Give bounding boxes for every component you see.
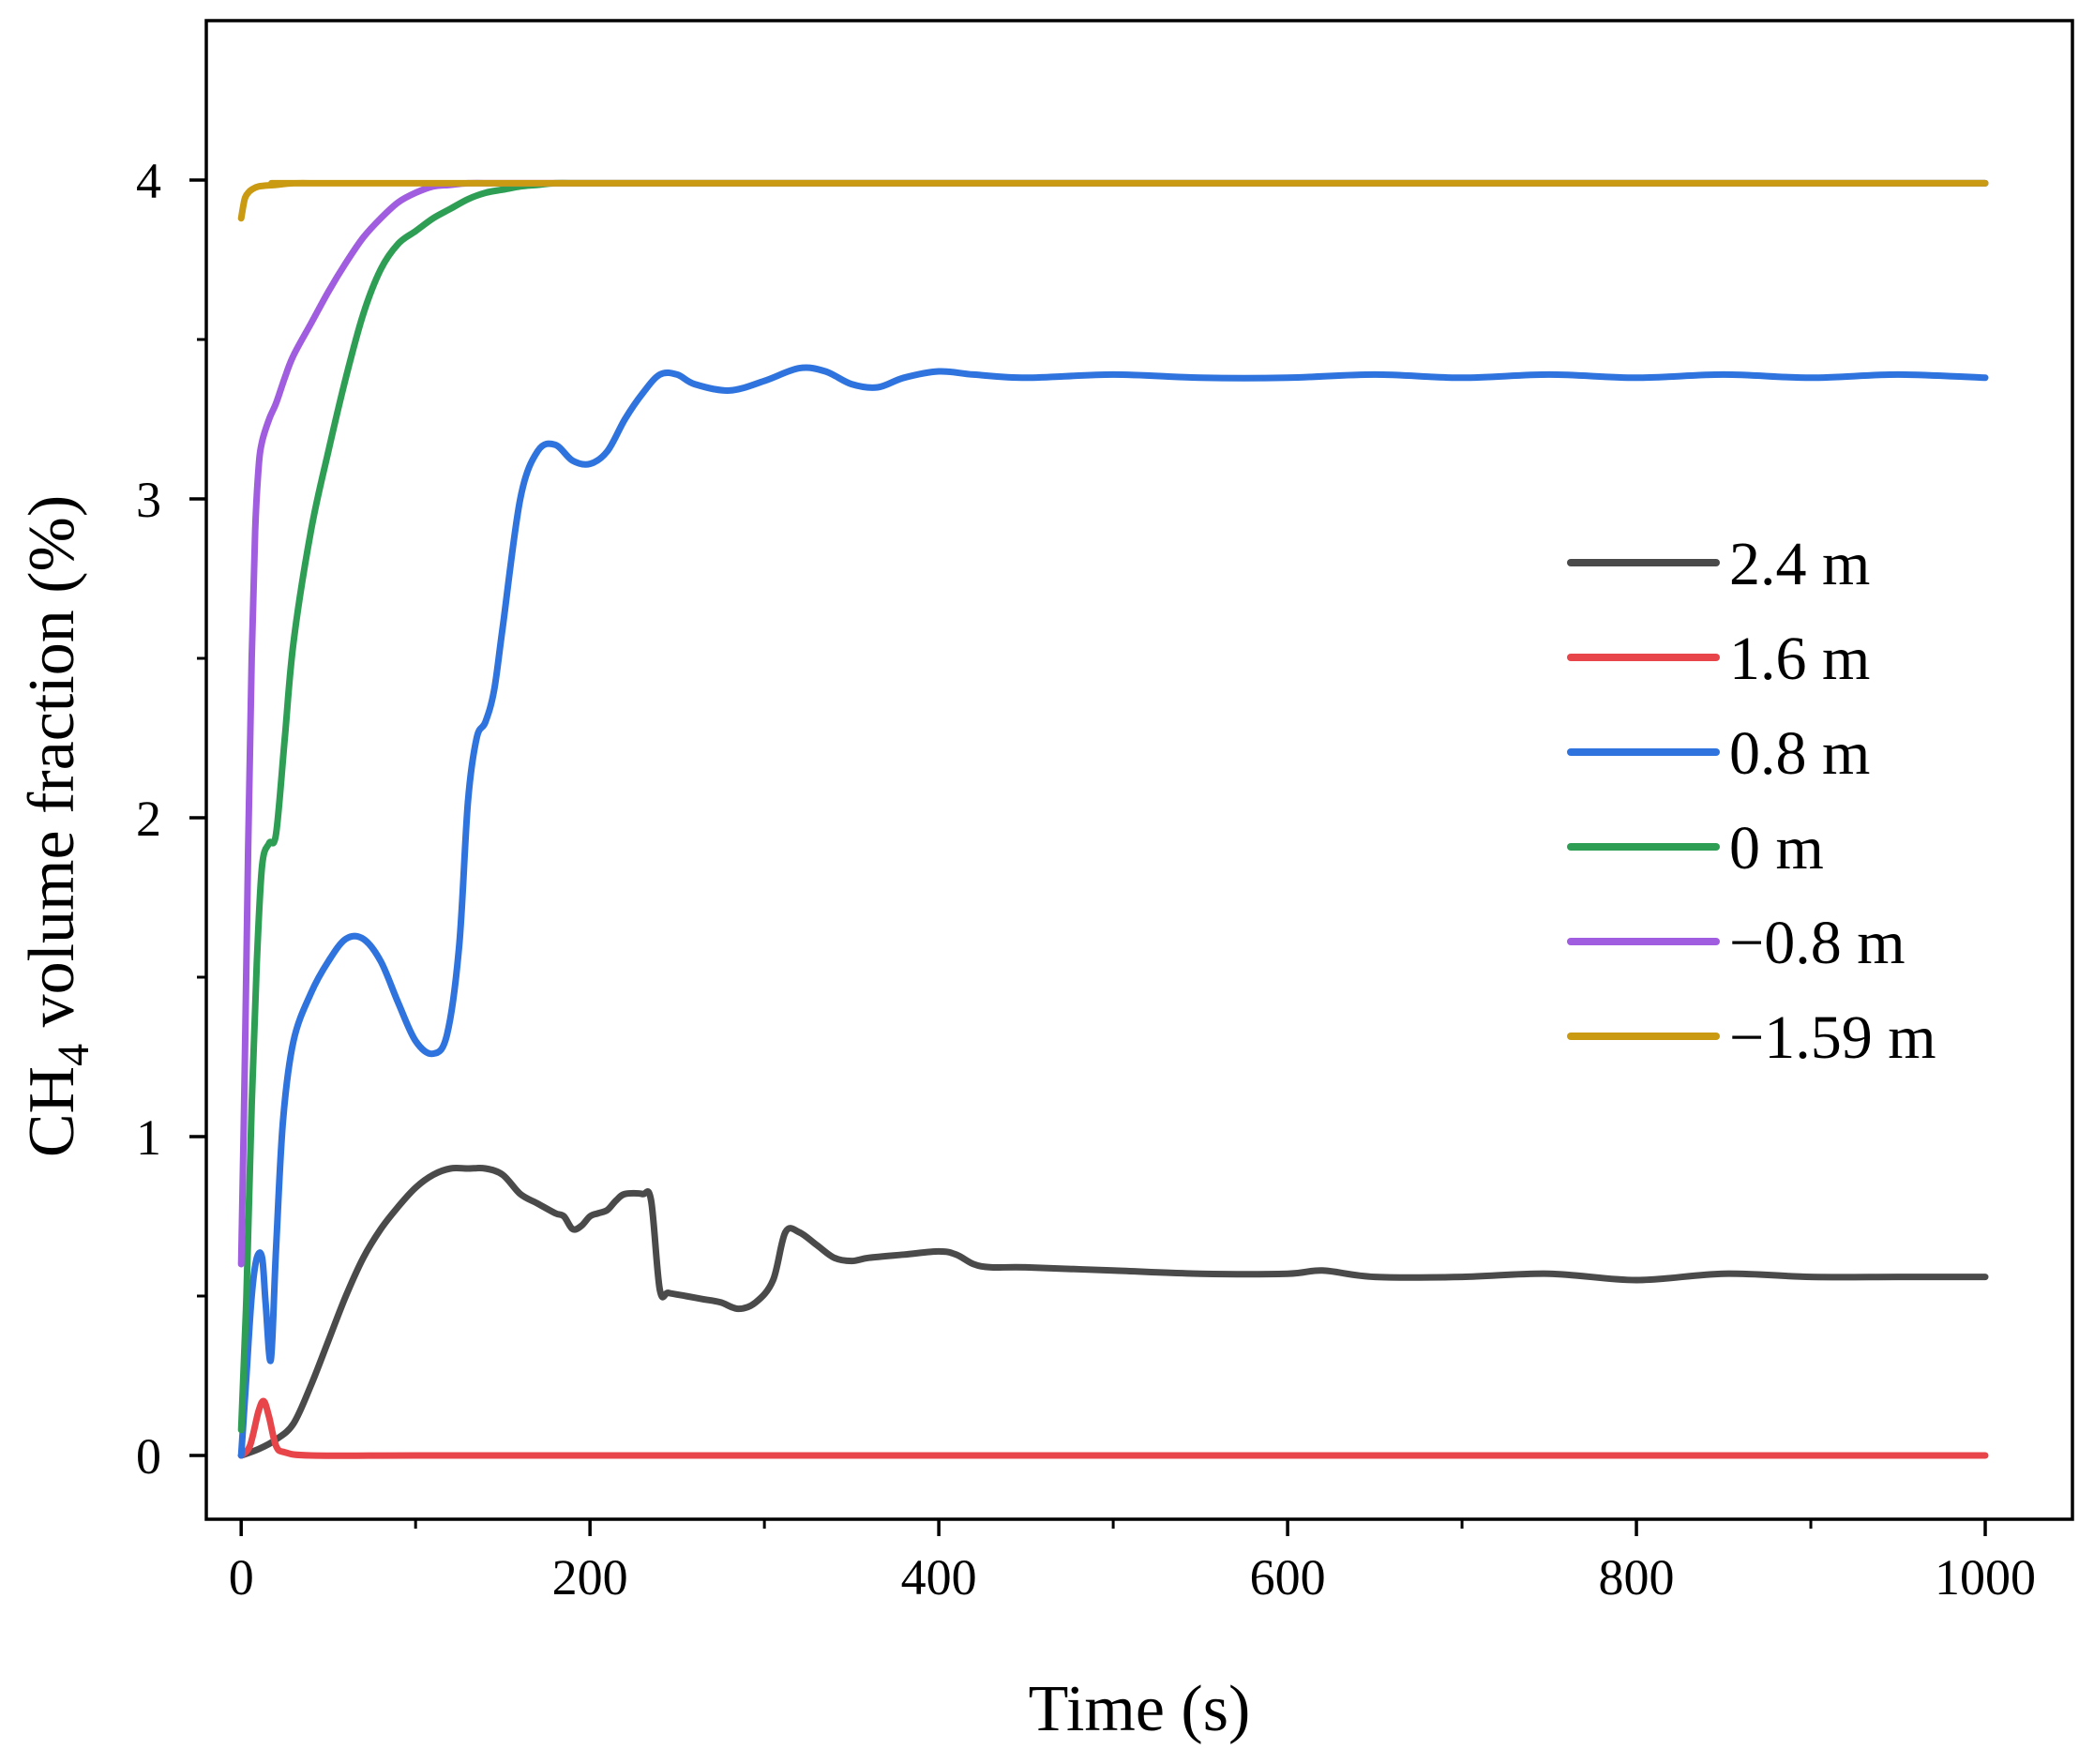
y-tick-label: 0 — [136, 1428, 161, 1485]
series-2-4m-line — [237, 1165, 1989, 1459]
y-axis-title-main: CH — [16, 1066, 88, 1157]
y-tick-label: 2 — [136, 791, 161, 847]
series-0-8m-line — [237, 364, 1989, 1459]
legend-label: −1.59 m — [1729, 1003, 1936, 1072]
legend: 2.4 m 1.6 m 0.8 m 0 m −0.8 m −1.59 m — [1567, 530, 1936, 1072]
y-axis-title-subscript: 4 — [49, 1044, 98, 1066]
x-tick-label: 800 — [1599, 1549, 1675, 1606]
tick-labels: 0 200 400 600 800 1000 0 1 2 3 4 — [136, 153, 2036, 1606]
y-tick-label: 1 — [136, 1109, 161, 1166]
legend-label: 1.6 m — [1729, 625, 1870, 693]
legend-label: −0.8 m — [1729, 909, 1906, 977]
y-axis-title: CH4 volume fraction (%) — [16, 495, 98, 1157]
x-tick-label: 1000 — [1935, 1549, 2036, 1606]
x-tick-label: 600 — [1250, 1549, 1326, 1606]
plot-frame — [204, 19, 2074, 1521]
legend-label: 0.8 m — [1729, 719, 1870, 788]
y-tick-label: 4 — [136, 153, 161, 209]
data-series — [237, 179, 1989, 1459]
legend-label: 2.4 m — [1729, 530, 1870, 598]
series-neg-1-59m-line — [237, 179, 1989, 222]
y-axis-title-rest: volume fraction (%) — [16, 495, 88, 1044]
x-axis-title: Time (s) — [1029, 1673, 1251, 1745]
x-tick-label: 200 — [552, 1549, 628, 1606]
series-1-6m-line — [237, 1397, 1989, 1459]
x-tick-label: 400 — [901, 1549, 977, 1606]
legend-label: 0 m — [1729, 814, 1824, 882]
y-tick-label: 3 — [136, 472, 161, 528]
x-tick-label: 0 — [229, 1549, 254, 1606]
